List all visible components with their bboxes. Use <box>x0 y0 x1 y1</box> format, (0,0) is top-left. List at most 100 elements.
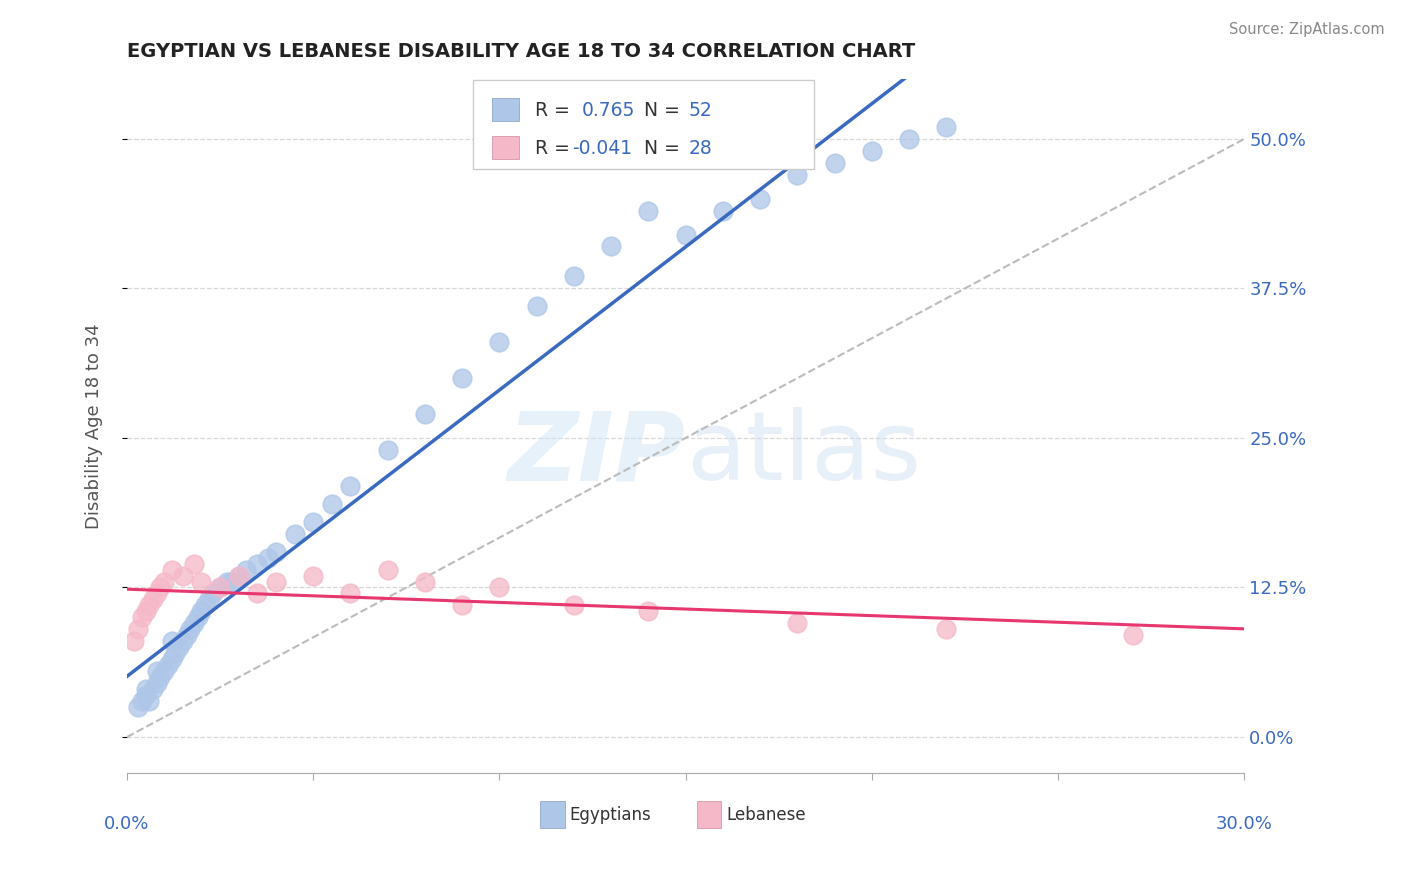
Point <box>413 407 436 421</box>
FancyBboxPatch shape <box>492 97 519 120</box>
Point <box>145 676 167 690</box>
Text: R =: R = <box>534 101 575 120</box>
FancyBboxPatch shape <box>492 136 519 160</box>
Point <box>194 599 217 613</box>
Point <box>156 658 179 673</box>
Point <box>562 599 585 613</box>
Point <box>228 568 250 582</box>
Point <box>786 616 808 631</box>
Point <box>264 544 287 558</box>
Point <box>283 526 305 541</box>
Point <box>138 694 160 708</box>
Point <box>749 192 772 206</box>
Point <box>142 592 165 607</box>
Point <box>135 604 157 618</box>
Point <box>149 670 172 684</box>
Point <box>135 682 157 697</box>
Point <box>160 652 183 666</box>
Point <box>167 640 190 655</box>
Point <box>377 563 399 577</box>
Point <box>172 568 194 582</box>
Point <box>190 604 212 618</box>
Point <box>228 568 250 582</box>
Text: 0.765: 0.765 <box>582 101 636 120</box>
Point <box>124 634 146 648</box>
Text: 30.0%: 30.0% <box>1216 814 1272 833</box>
Text: R =: R = <box>534 139 575 159</box>
Point <box>1122 628 1144 642</box>
Text: 52: 52 <box>689 101 713 120</box>
Point <box>339 586 361 600</box>
Text: EGYPTIAN VS LEBANESE DISABILITY AGE 18 TO 34 CORRELATION CHART: EGYPTIAN VS LEBANESE DISABILITY AGE 18 T… <box>127 42 915 61</box>
Point <box>302 568 325 582</box>
Point <box>145 586 167 600</box>
Point <box>135 688 157 702</box>
Point <box>138 599 160 613</box>
Point <box>413 574 436 589</box>
Point <box>935 623 957 637</box>
Text: Source: ZipAtlas.com: Source: ZipAtlas.com <box>1229 22 1385 37</box>
Point <box>190 574 212 589</box>
Point <box>160 563 183 577</box>
Point <box>172 634 194 648</box>
Point <box>183 616 205 631</box>
Point <box>451 371 474 385</box>
FancyBboxPatch shape <box>474 80 814 169</box>
Point <box>176 628 198 642</box>
Point <box>786 168 808 182</box>
FancyBboxPatch shape <box>540 801 565 829</box>
Point <box>145 665 167 679</box>
Text: N =: N = <box>644 101 686 120</box>
FancyBboxPatch shape <box>697 801 721 829</box>
Point <box>257 550 280 565</box>
Point <box>201 586 224 600</box>
Point <box>600 239 623 253</box>
Text: -0.041: -0.041 <box>572 139 631 159</box>
Point <box>183 557 205 571</box>
Point <box>198 592 221 607</box>
Point <box>235 563 257 577</box>
Point <box>935 120 957 134</box>
Point <box>217 574 239 589</box>
Point <box>246 557 269 571</box>
Point <box>187 610 209 624</box>
Point <box>219 574 242 589</box>
Point <box>208 581 231 595</box>
Point <box>860 144 883 158</box>
Point <box>179 623 201 637</box>
Point <box>246 586 269 600</box>
Point <box>637 604 659 618</box>
Point <box>131 610 153 624</box>
Text: 0.0%: 0.0% <box>104 814 149 833</box>
Text: atlas: atlas <box>686 408 921 500</box>
Point <box>675 227 697 242</box>
Point <box>526 299 548 313</box>
Point <box>562 269 585 284</box>
Point <box>898 132 921 146</box>
Point <box>131 694 153 708</box>
Point <box>824 155 846 169</box>
Text: Egyptians: Egyptians <box>569 805 651 823</box>
Point <box>127 623 149 637</box>
Point <box>127 700 149 714</box>
Text: 28: 28 <box>689 139 713 159</box>
Point <box>451 599 474 613</box>
Point <box>637 203 659 218</box>
Point <box>711 203 734 218</box>
Point <box>377 442 399 457</box>
Point <box>302 515 325 529</box>
Point <box>321 497 343 511</box>
Y-axis label: Disability Age 18 to 34: Disability Age 18 to 34 <box>86 323 103 529</box>
Point <box>165 646 187 660</box>
Text: Lebanese: Lebanese <box>725 805 806 823</box>
Point <box>339 479 361 493</box>
Point <box>153 665 176 679</box>
Text: N =: N = <box>644 139 686 159</box>
Point <box>208 581 231 595</box>
Point <box>488 335 510 350</box>
Point <box>160 634 183 648</box>
Text: ZIP: ZIP <box>508 408 686 500</box>
Point <box>149 581 172 595</box>
Point <box>153 574 176 589</box>
Point <box>264 574 287 589</box>
